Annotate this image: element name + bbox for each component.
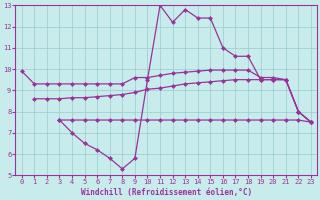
X-axis label: Windchill (Refroidissement éolien,°C): Windchill (Refroidissement éolien,°C) xyxy=(81,188,252,197)
